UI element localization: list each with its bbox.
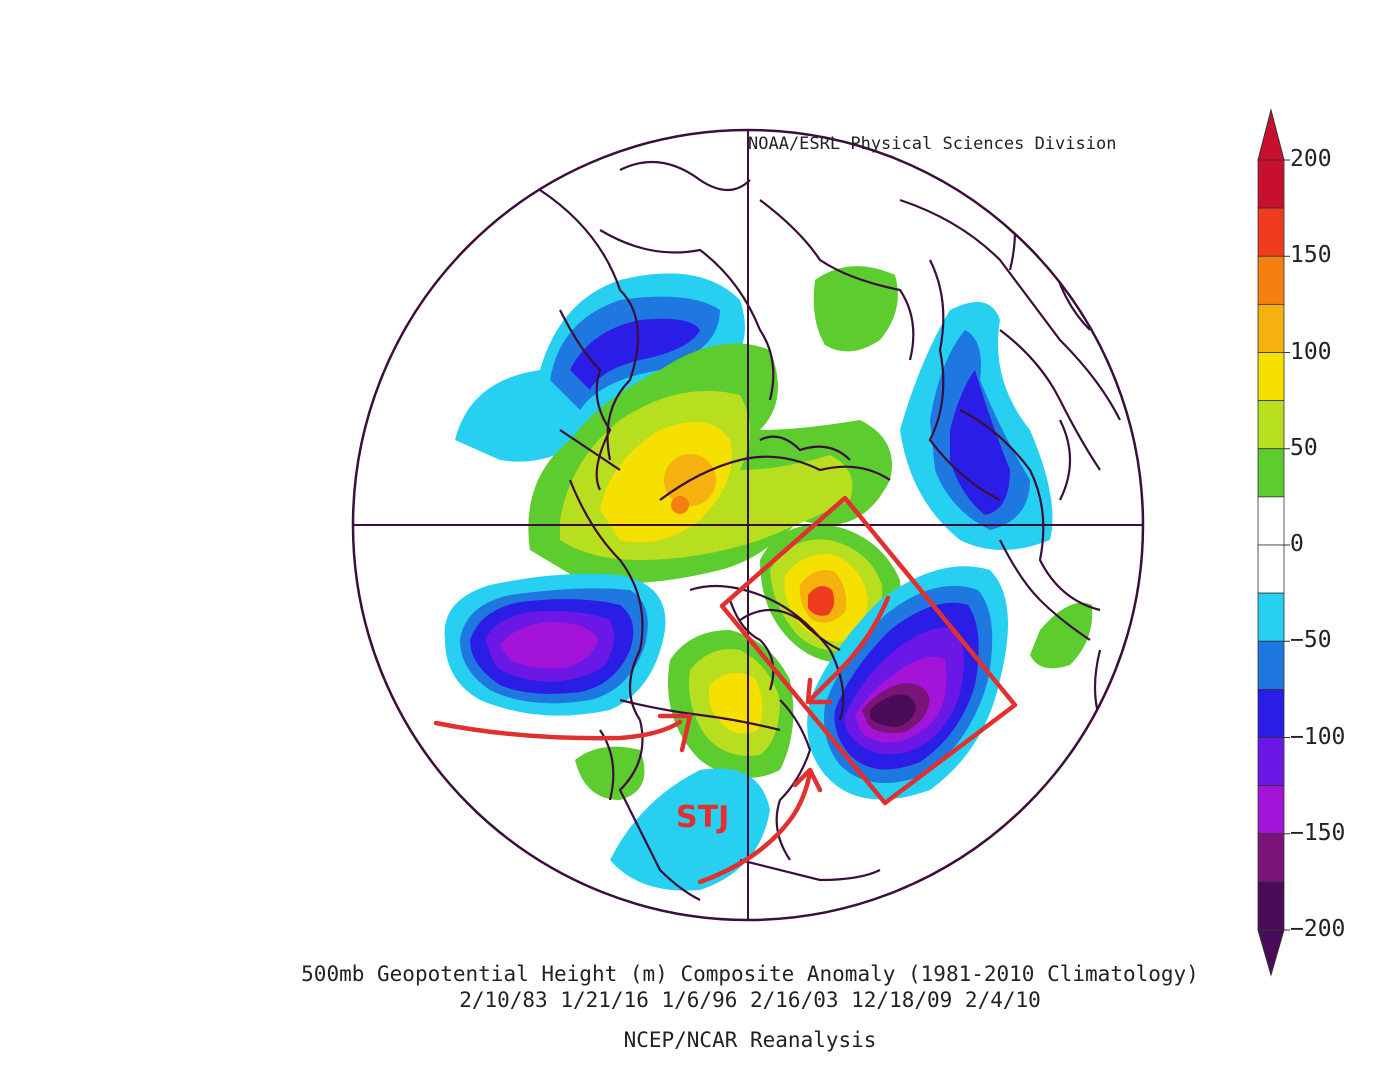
credit-text: NOAA/ESRL Physical Sciences Division bbox=[748, 134, 1117, 154]
anomaly-greenland-positive bbox=[760, 524, 901, 663]
anomaly-south-negative bbox=[610, 768, 770, 891]
anomaly-atlantic-negative bbox=[807, 566, 1008, 800]
colorbar-tick-label: −200 bbox=[1290, 916, 1346, 942]
colorbar-bin bbox=[1257, 640, 1285, 690]
map-boundary bbox=[351, 128, 1145, 922]
highlight-box bbox=[719, 495, 1018, 806]
anomaly-europe-negative bbox=[900, 302, 1053, 550]
colorbar-bin bbox=[1257, 688, 1285, 738]
anomaly-nw-negative bbox=[455, 273, 745, 462]
arrow-pacific-jet bbox=[433, 713, 693, 753]
colorbar-bin bbox=[1257, 255, 1285, 305]
colorbar-tick-label: −50 bbox=[1290, 627, 1332, 654]
anomaly-ne-positive bbox=[813, 266, 898, 352]
annotations bbox=[433, 495, 1018, 885]
colorbar-bin bbox=[1257, 737, 1285, 787]
anomaly-polar-positive bbox=[528, 343, 892, 584]
colorbar-bin bbox=[1257, 159, 1285, 209]
colorbar-bin bbox=[1257, 400, 1285, 450]
anomaly-pacific-negative bbox=[444, 573, 666, 716]
colorbar-bin bbox=[1257, 833, 1285, 883]
colorbar-bin bbox=[1257, 303, 1285, 353]
colorbar-tick-label: 200 bbox=[1290, 146, 1332, 172]
colorbar-tick-label: −100 bbox=[1290, 723, 1346, 750]
colorbar-bin bbox=[1257, 544, 1285, 594]
colorbar-tick-label: −150 bbox=[1290, 819, 1346, 846]
anomaly-ne-positive-2 bbox=[1030, 602, 1093, 669]
colorbar-bin bbox=[1257, 352, 1285, 402]
arrow-stj bbox=[697, 767, 823, 885]
colorbar-cap-bottom bbox=[1257, 929, 1285, 977]
colorbar bbox=[1257, 108, 1290, 977]
colorbar-bin bbox=[1257, 496, 1285, 546]
colorbar-tick-label: 100 bbox=[1290, 338, 1332, 365]
coastlines bbox=[539, 160, 1121, 901]
colorbar-cap-top bbox=[1257, 108, 1285, 161]
anomaly-field bbox=[444, 160, 1121, 901]
colorbar-bin bbox=[1257, 785, 1285, 835]
colorbar-tick-label: 50 bbox=[1290, 434, 1318, 461]
arrow-greenland-south bbox=[805, 595, 891, 705]
colorbar-tick-label: 150 bbox=[1290, 242, 1332, 269]
colorbar-tick-label: 0 bbox=[1290, 531, 1304, 557]
caption-dates: 2/10/83 1/21/16 1/6/96 2/16/03 12/18/09 … bbox=[459, 988, 1041, 1012]
colorbar-bin bbox=[1257, 881, 1285, 931]
colorbar-bin bbox=[1257, 448, 1285, 498]
colorbar-bin bbox=[1257, 207, 1285, 257]
caption-source: NCEP/NCAR Reanalysis bbox=[623, 1028, 877, 1052]
caption-title: 500mb Geopotential Height (m) Composite … bbox=[301, 962, 1199, 986]
stj-label: STJ bbox=[676, 800, 730, 835]
colorbar-bin bbox=[1257, 592, 1285, 642]
